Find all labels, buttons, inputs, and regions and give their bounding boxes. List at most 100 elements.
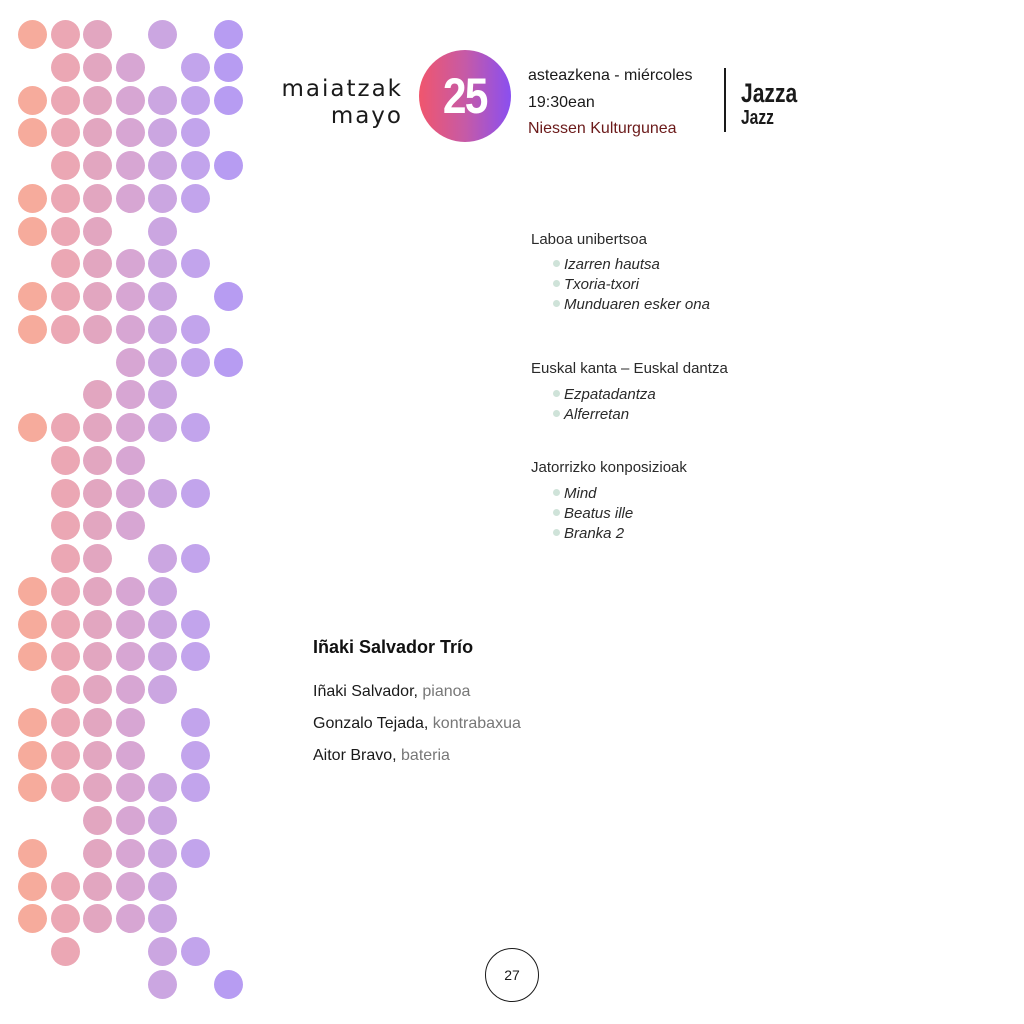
- decorative-dot: [50, 314, 80, 344]
- band-name: Iñaki Salvador Trío: [313, 637, 474, 657]
- decorative-dot: [50, 576, 80, 606]
- decorative-dot: [83, 478, 113, 508]
- decorative-dot: [50, 609, 80, 639]
- decorative-dot: [83, 413, 113, 442]
- decorative-dot: [83, 675, 113, 704]
- decorative-dot: [148, 20, 178, 49]
- event-time: 19:30ean: [528, 94, 595, 111]
- decorative-dot: [50, 478, 80, 508]
- genre-spanish: Jazz: [741, 107, 774, 129]
- decorative-dot: [18, 20, 47, 49]
- decorative-dot: [181, 85, 210, 115]
- decorative-dot: [83, 806, 113, 835]
- decorative-dot: [181, 347, 210, 377]
- decorative-dot: [181, 937, 210, 966]
- bullet-icon: [553, 299, 560, 307]
- decorative-dot: [50, 937, 80, 966]
- decorative-dot: [83, 118, 113, 148]
- decorative-dot: [148, 871, 178, 901]
- decorative-dot: [213, 20, 243, 49]
- decorative-dot: [50, 20, 80, 49]
- decorative-dot: [115, 838, 145, 868]
- decorative-dot: [181, 838, 210, 868]
- decorative-dot: [115, 806, 145, 835]
- decorative-dot: [83, 151, 113, 180]
- decorative-dot: [50, 151, 80, 180]
- decorative-dot: [18, 838, 47, 868]
- decorative-dot: [115, 183, 145, 213]
- decorative-dot: [50, 642, 80, 672]
- decorative-dot: [148, 282, 178, 311]
- decorative-dot: [148, 675, 178, 704]
- decorative-dot: [148, 85, 178, 115]
- decorative-dot: [181, 151, 210, 180]
- bullet-icon: [553, 279, 560, 287]
- decorative-dot: [83, 642, 113, 672]
- decorative-dot: [18, 282, 47, 311]
- decorative-dot: [115, 478, 145, 508]
- decorative-dot: [181, 118, 210, 148]
- header-divider: [724, 68, 726, 132]
- band-member: Gonzalo Tejada, kontrabaxua: [313, 715, 521, 732]
- decorative-dot: [115, 413, 145, 442]
- decorative-dot: [18, 740, 47, 770]
- decorative-dot: [50, 85, 80, 115]
- decorative-dot: [181, 609, 210, 639]
- decorative-dot: [18, 871, 47, 901]
- decorative-dot: [18, 314, 47, 344]
- decorative-dot: [18, 642, 47, 672]
- decorative-dot: [50, 118, 80, 148]
- decorative-dot: [115, 773, 145, 803]
- decorative-dot: [83, 576, 113, 606]
- decorative-dot: [83, 904, 113, 934]
- decorative-dot: [83, 838, 113, 868]
- decorative-dot: [181, 642, 210, 672]
- decorative-dot: [181, 740, 210, 770]
- decorative-dot: [148, 904, 178, 934]
- decorative-dot: [115, 740, 145, 770]
- decorative-dot: [148, 576, 178, 606]
- month-spanish: mayo: [330, 103, 403, 129]
- decorative-dot: [213, 969, 243, 999]
- decorative-dot: [18, 904, 47, 934]
- decorative-dot: [181, 707, 210, 737]
- decorative-dot: [148, 544, 178, 573]
- decorative-dot: [148, 937, 178, 966]
- program-item: Mind: [553, 486, 597, 501]
- decorative-dot: [148, 216, 178, 246]
- decorative-dot: [50, 773, 80, 803]
- decorative-dot: [148, 183, 178, 213]
- decorative-dot: [115, 609, 145, 639]
- decorative-dot: [115, 118, 145, 148]
- decorative-dot: [18, 707, 47, 737]
- bullet-icon: [553, 508, 560, 516]
- decorative-dot: [83, 707, 113, 737]
- program-item: Izarren hautsa: [553, 257, 660, 272]
- decorative-dot: [50, 282, 80, 311]
- decorative-dot: [50, 183, 80, 213]
- decorative-dot-pattern: [0, 0, 260, 1024]
- decorative-dot: [18, 118, 47, 148]
- decorative-dot: [115, 511, 145, 541]
- decorative-dot: [18, 85, 47, 115]
- decorative-dot: [148, 773, 178, 803]
- program-item: Txoria-txori: [553, 277, 639, 292]
- decorative-dot: [18, 609, 47, 639]
- decorative-dot: [213, 52, 243, 82]
- decorative-dot: [115, 85, 145, 115]
- decorative-dot: [213, 347, 243, 377]
- decorative-dot: [115, 249, 145, 279]
- decorative-dot: [83, 445, 113, 475]
- decorative-dot: [148, 609, 178, 639]
- decorative-dot: [83, 544, 113, 573]
- decorative-dot: [50, 544, 80, 573]
- program-section-title: Jatorrizko konposizioak: [531, 459, 687, 476]
- decorative-dot: [83, 511, 113, 541]
- decorative-dot: [83, 740, 113, 770]
- decorative-dot: [115, 347, 145, 377]
- decorative-dot: [50, 904, 80, 934]
- decorative-dot: [148, 314, 178, 344]
- decorative-dot: [115, 871, 145, 901]
- decorative-dot: [83, 216, 113, 246]
- decorative-dot: [181, 413, 210, 442]
